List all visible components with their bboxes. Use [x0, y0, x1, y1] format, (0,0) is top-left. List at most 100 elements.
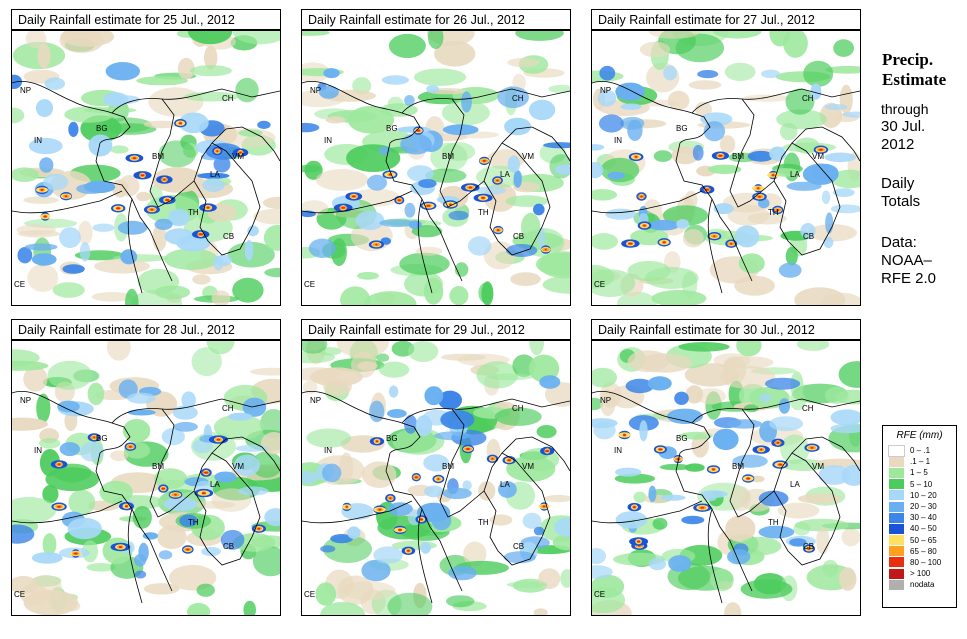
country-label-bg: BG	[386, 124, 398, 133]
rain-blob	[839, 567, 857, 591]
rain-blob	[220, 529, 245, 550]
country-label-cb: CB	[803, 542, 814, 551]
side-title: Precip. Estimate	[882, 50, 946, 90]
rain-blob	[648, 485, 657, 503]
data-line3: RFE 2.0	[881, 270, 937, 287]
rain-blob	[592, 548, 607, 565]
rain-blob	[724, 62, 756, 82]
legend-item: 20 – 30	[883, 501, 956, 512]
rain-blob	[506, 581, 547, 588]
country-label-bm: BM	[732, 462, 744, 471]
rain-blob	[320, 545, 336, 553]
rain-blob	[478, 481, 496, 501]
rain-blob	[28, 574, 62, 602]
rain-blob	[68, 121, 79, 137]
rain-blob	[60, 31, 115, 47]
rain-blob	[711, 468, 716, 471]
rain-blob	[43, 215, 47, 218]
rain-blob	[302, 471, 319, 484]
rain-blob	[533, 608, 548, 615]
legend-label: 20 – 30	[910, 502, 937, 512]
country-label-cb: CB	[223, 232, 234, 241]
rain-blob	[186, 548, 190, 551]
rain-blob	[437, 478, 440, 480]
country-label-ce: CE	[14, 280, 25, 289]
rain-blob	[789, 538, 807, 547]
rain-blob	[648, 557, 667, 571]
rainfall-map: NP IN BG BM CH VM LA TH CB CE	[301, 340, 571, 616]
rain-blob	[57, 400, 80, 413]
rain-blob	[397, 199, 401, 202]
rain-blob	[682, 229, 704, 248]
rain-blob	[724, 602, 742, 615]
rain-blob	[116, 207, 121, 210]
rain-blob	[719, 135, 736, 154]
rain-blob	[419, 518, 424, 521]
border-line	[211, 436, 280, 472]
country-label-bg: BG	[386, 434, 398, 443]
legend-item: 80 – 100	[883, 557, 956, 568]
rain-blob	[400, 133, 432, 155]
legend-label: 10 – 20	[910, 490, 937, 500]
rain-blob	[841, 464, 860, 486]
rain-blob	[491, 457, 494, 460]
border-line	[729, 408, 775, 518]
rain-blob	[168, 208, 190, 227]
country-labels: NP IN BG BM CH VM LA TH CB CE	[14, 396, 244, 599]
rain-blob	[448, 565, 477, 581]
country-label-ce: CE	[304, 280, 315, 289]
rain-blob	[378, 508, 382, 511]
rain-blob	[388, 33, 426, 58]
rain-blob	[777, 502, 820, 519]
rain-blob	[667, 90, 690, 111]
rain-blob	[592, 565, 613, 579]
rain-blob	[320, 602, 365, 615]
rain-blob	[652, 517, 668, 530]
country-label-ch: CH	[802, 94, 814, 103]
rain-blob	[253, 208, 280, 225]
rain-blob	[659, 463, 691, 471]
heavy-rain-areas	[342, 437, 555, 555]
border-line	[302, 391, 421, 454]
rain-blob	[136, 191, 151, 202]
rain-blob	[244, 240, 254, 261]
border-line	[707, 198, 723, 294]
country-label-np: NP	[20, 86, 31, 95]
border-line	[127, 508, 143, 604]
rain-blob	[548, 84, 570, 93]
panel-title: Daily Rainfall estimate for 28 Jul., 201…	[11, 319, 281, 340]
rain-blob	[684, 463, 705, 472]
rain-blob	[434, 40, 476, 67]
country-label-in: IN	[324, 136, 332, 145]
rain-blob	[743, 404, 759, 413]
rain-blob	[740, 579, 793, 599]
rain-blob	[476, 186, 506, 195]
country-label-th: TH	[478, 518, 489, 527]
rain-blob	[250, 367, 280, 376]
rain-blob	[506, 244, 538, 257]
rain-blob	[489, 514, 513, 526]
rain-blob	[79, 242, 91, 262]
rain-blob	[757, 187, 760, 190]
rain-blob	[142, 532, 159, 540]
rain-blob	[158, 140, 196, 168]
rain-blob	[796, 341, 830, 351]
country-borders	[12, 81, 280, 294]
country-labels: NP IN BG BM CH VM LA TH CB CE	[594, 396, 824, 599]
rain-blob	[841, 527, 860, 547]
rain-blob	[357, 271, 379, 280]
rain-blob	[87, 382, 105, 406]
rain-blob	[667, 408, 703, 424]
rain-blob	[37, 43, 51, 69]
rain-blob	[442, 487, 472, 499]
legend-swatch	[889, 512, 904, 523]
border-line	[417, 198, 433, 294]
rain-blob	[179, 514, 198, 527]
country-label-la: LA	[790, 170, 800, 179]
rain-blob	[27, 264, 59, 292]
country-label-bm: BM	[442, 462, 454, 471]
legend-item: nodata	[883, 579, 956, 590]
rain-blob	[640, 195, 643, 198]
country-label-ch: CH	[802, 404, 814, 413]
rain-blob	[136, 76, 188, 86]
